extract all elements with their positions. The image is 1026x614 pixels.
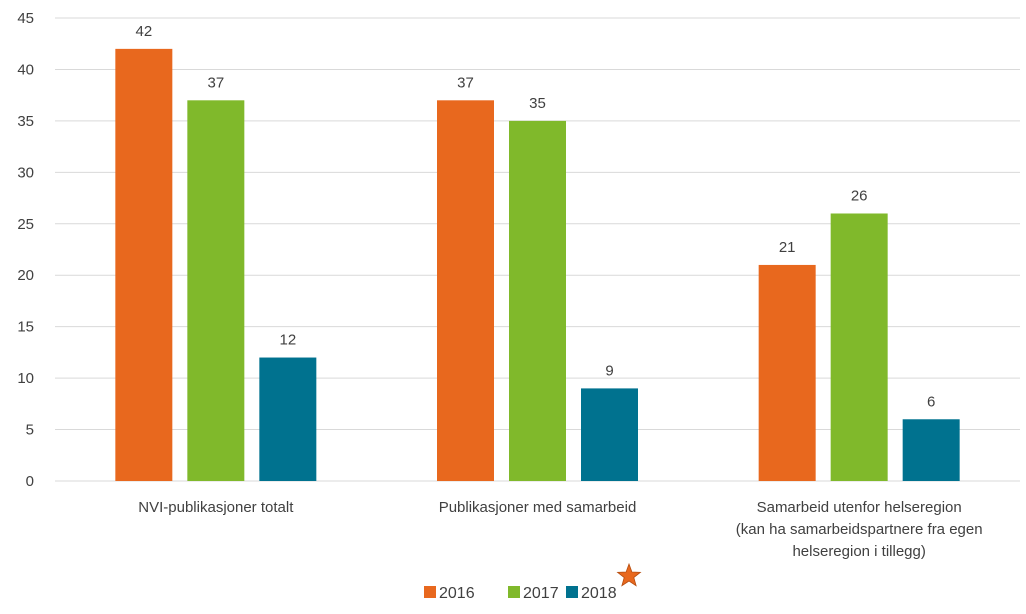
bar-2016 — [758, 264, 816, 481]
category-label: Samarbeid utenfor helseregion (kan ha sam… — [736, 499, 983, 560]
data-label: 35 — [529, 95, 546, 112]
y-tick-label: 20 — [17, 267, 34, 284]
y-tick-label: 10 — [17, 370, 34, 387]
legend-item-2018: 2018 — [566, 562, 642, 602]
data-label: 21 — [779, 239, 796, 256]
y-tick-label: 40 — [17, 61, 34, 78]
data-label: 9 — [605, 362, 613, 379]
y-axis-ticks: 0 5 10 15 20 25 30 35 40 45 — [17, 10, 34, 490]
bar-2018 — [581, 388, 638, 481]
legend-swatch — [508, 586, 520, 598]
bar-2018 — [259, 357, 317, 481]
y-tick-label: 5 — [26, 422, 34, 439]
legend-item-2016: 2016 — [424, 585, 475, 602]
y-tick-label: 45 — [17, 10, 34, 27]
data-label: 37 — [457, 74, 474, 91]
data-label: 12 — [279, 332, 296, 349]
y-tick-label: 0 — [26, 473, 34, 490]
legend-label: 2017 — [523, 585, 559, 602]
legend-swatch — [424, 586, 436, 598]
legend: 2016 2017 2018 — [424, 562, 642, 602]
bars — [115, 48, 960, 482]
data-labels: 42 37 12 37 35 9 21 26 6 — [135, 23, 935, 410]
star-icon — [616, 562, 642, 587]
data-label: 42 — [135, 23, 152, 40]
bar-2017 — [187, 100, 245, 482]
x-axis-categories: NVI-publikasjoner totalt Publikasjoner me… — [138, 499, 982, 560]
legend-item-2017: 2017 — [508, 585, 559, 602]
category-label: Publikasjoner med samarbeid — [439, 499, 637, 516]
category-label: NVI-publikasjoner totalt — [138, 499, 294, 516]
y-tick-label: 35 — [17, 113, 34, 130]
y-tick-label: 25 — [17, 216, 34, 233]
y-tick-label: 15 — [17, 319, 34, 336]
bar-2017 — [830, 213, 888, 481]
bar-2016 — [437, 100, 494, 482]
legend-swatch — [566, 586, 578, 598]
y-tick-label: 30 — [17, 164, 34, 181]
legend-label: 2018 — [581, 585, 617, 602]
bar-2018 — [902, 419, 960, 481]
bar-2017 — [509, 120, 566, 481]
legend-label: 2016 — [439, 585, 475, 602]
bar-2016 — [115, 48, 173, 481]
data-label: 6 — [927, 393, 935, 410]
data-label: 37 — [207, 74, 224, 91]
data-label: 26 — [851, 187, 868, 204]
